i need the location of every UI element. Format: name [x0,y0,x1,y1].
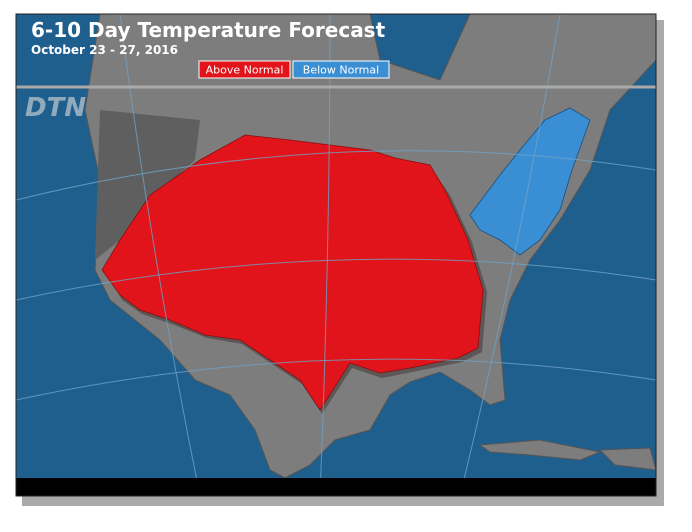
below-normal-region [469,107,591,256]
grid-line [16,150,656,201]
grid-line [16,358,656,401]
subtitle: October 23 - 27, 2016 [31,43,178,57]
above-normal-region [101,134,484,411]
legend-label: Below Normal [303,64,379,77]
northwest-region [95,110,200,260]
legend-label: Above Normal [206,64,284,77]
title: 6-10 Day Temperature Forecast [31,18,386,42]
cuba [478,439,602,461]
legend-swatch [198,60,291,79]
logo: DTN [25,93,86,123]
grid-line [16,258,656,301]
legend-swatch [292,60,390,79]
grid-line [459,14,561,496]
frame-border [15,13,657,497]
map [16,14,656,496]
grid-line [119,14,201,496]
grid-line [319,14,331,496]
footer-bar [16,478,656,496]
hispaniola [598,447,656,471]
